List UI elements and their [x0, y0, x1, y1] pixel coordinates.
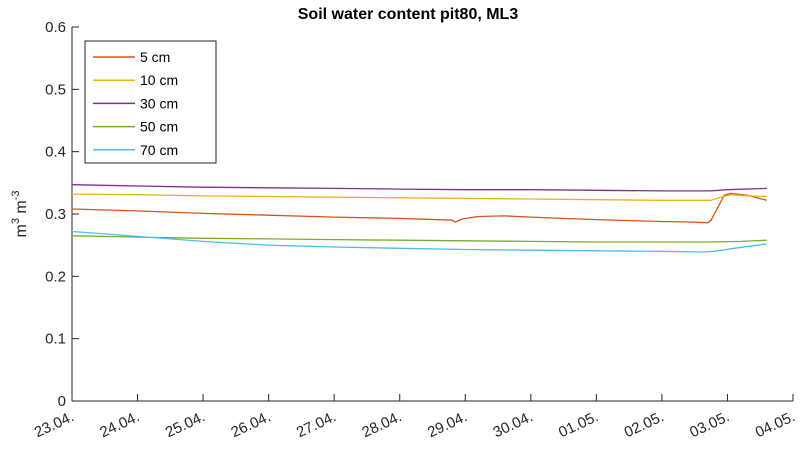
y-axis-label-exp2: -3	[10, 190, 22, 200]
legend-label: 10 cm	[140, 72, 178, 88]
x-tick-label: 23.04.	[32, 408, 77, 441]
y-axis-label: m3 m-3	[10, 190, 30, 237]
series-line-10-cm	[71, 193, 767, 201]
legend-label: 30 cm	[140, 95, 178, 111]
y-axis-label-mid: m	[13, 200, 30, 218]
series-lines	[71, 184, 767, 253]
x-tick-label: 27.04.	[294, 408, 339, 441]
x-tick-label: 04.05.	[753, 408, 798, 441]
chart-title: Soil water content pit80, ML3	[298, 6, 519, 23]
x-tick-label: 02.05.	[622, 408, 667, 441]
x-tick-label: 01.05.	[556, 408, 601, 441]
series-line-5-cm	[71, 192, 767, 224]
x-tick-label: 25.04.	[163, 408, 208, 441]
legend-label: 50 cm	[140, 119, 178, 135]
y-tick-label: 0.3	[45, 206, 66, 223]
y-tick-label: 0.4	[45, 144, 66, 161]
legend-label: 5 cm	[140, 49, 170, 65]
x-tick-label: 30.04.	[491, 408, 536, 441]
legend-box	[84, 40, 217, 164]
y-tick-label: 0.6	[45, 19, 66, 36]
legend: 5 cm 10 cm 30 cm 50 cm 70 cm	[84, 40, 217, 164]
legend-label: 70 cm	[140, 142, 178, 158]
y-axis-label-base: m	[13, 224, 30, 237]
y-tick-label: 0.1	[45, 331, 66, 348]
y-axis-label-exp1: 3	[10, 218, 22, 224]
series-line-30-cm	[71, 184, 767, 192]
x-tick-label: 28.04.	[359, 408, 404, 441]
x-tick-label: 26.04.	[228, 408, 273, 441]
x-tick-label: 29.04.	[425, 408, 470, 441]
y-tick-label: 0.5	[45, 81, 66, 98]
y-axis: 0 0.1 0.2 0.3 0.4 0.5 0.6	[45, 19, 79, 410]
x-tick-label: 03.05.	[687, 408, 732, 441]
y-tick-label: 0	[58, 393, 66, 410]
y-tick-label: 0.2	[45, 268, 66, 285]
series-line-50-cm	[71, 235, 767, 243]
series-line-70-cm	[71, 230, 767, 253]
x-tick-label: 24.04.	[97, 408, 142, 441]
